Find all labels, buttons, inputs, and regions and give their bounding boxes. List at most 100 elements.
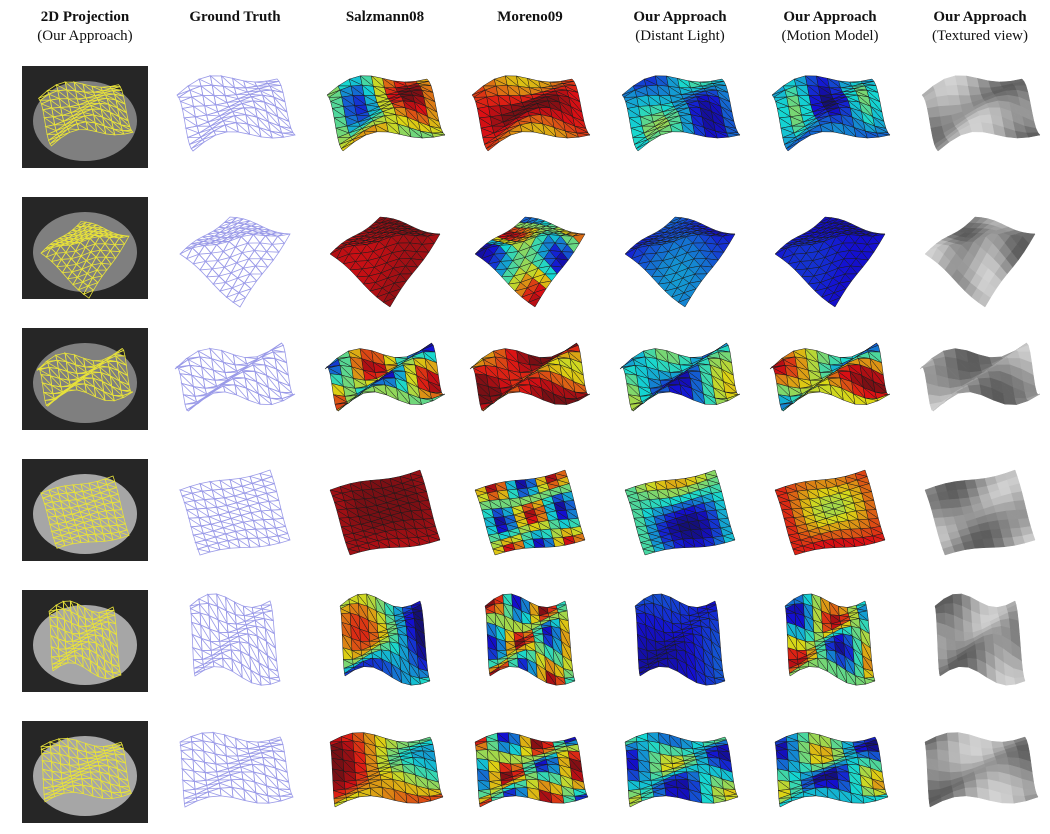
mesh-triangle — [635, 141, 650, 152]
mesh-cell — [196, 236, 211, 242]
mesh-cell — [201, 130, 217, 143]
mesh-cell — [274, 525, 289, 537]
result-image — [471, 75, 591, 152]
result-image — [774, 469, 886, 556]
result-image — [176, 74, 296, 152]
mesh-triangle — [505, 391, 521, 394]
mesh-cell — [231, 77, 247, 89]
column-title: Our Approach — [933, 9, 1027, 25]
mesh-triangle — [508, 130, 523, 136]
mesh-cell — [249, 265, 263, 282]
result-image — [22, 328, 148, 430]
mesh-cell — [242, 258, 257, 275]
mesh-triangle — [955, 391, 971, 394]
mesh-cell — [276, 533, 291, 544]
mesh-triangle — [497, 134, 511, 143]
mesh-cell — [222, 240, 237, 259]
mesh-cell — [230, 262, 244, 279]
mesh-triangle — [564, 130, 579, 139]
mesh-triangle — [808, 130, 823, 136]
mesh-triangle — [681, 121, 696, 135]
mesh-cell — [238, 640, 251, 657]
mesh-cell — [207, 115, 223, 127]
mesh-triangle — [576, 132, 591, 138]
mesh-cell — [211, 259, 225, 277]
column-subtitle: (Textured view) — [932, 28, 1028, 44]
column-subtitle: (Distant Light) — [635, 28, 725, 44]
mesh-triangle — [397, 123, 412, 138]
mesh-cell — [218, 266, 232, 284]
column-title: Our Approach — [633, 9, 727, 25]
result-image — [624, 469, 736, 556]
result-image — [621, 75, 741, 152]
mesh-cell — [216, 250, 231, 268]
mesh-cell — [243, 273, 258, 290]
mesh-cell — [222, 384, 238, 396]
mesh-cell — [269, 397, 285, 406]
mesh-triangle — [958, 130, 973, 136]
mesh-cell — [229, 246, 243, 264]
mesh-cell — [276, 232, 291, 245]
column-subtitle: (Motion Model) — [781, 28, 878, 44]
mesh-cell — [204, 252, 219, 270]
mesh-cell — [199, 260, 213, 278]
mesh-cell — [205, 268, 220, 285]
mesh-triangle — [948, 666, 959, 671]
mesh-triangle — [360, 391, 376, 394]
mesh-triangle — [658, 130, 673, 136]
mesh-cell — [192, 253, 207, 271]
result-image — [178, 469, 291, 556]
mesh-triangle — [726, 132, 741, 138]
mesh-cell — [254, 257, 269, 275]
mesh-cell — [265, 491, 280, 502]
mesh-cell — [221, 115, 237, 126]
result-image — [484, 593, 576, 686]
mesh-triangle — [655, 391, 671, 394]
mesh-cell — [239, 650, 252, 671]
result-image — [22, 66, 148, 168]
mesh-cell — [259, 235, 273, 253]
mesh-triangle — [353, 666, 364, 671]
result-image — [474, 216, 586, 308]
mesh-triangle — [932, 78, 947, 87]
result-image — [919, 342, 1041, 412]
mesh-cell — [247, 249, 262, 267]
result-image — [619, 342, 741, 412]
mesh-cell — [281, 132, 296, 138]
mesh-cell — [280, 393, 296, 402]
result-image — [189, 593, 281, 686]
mesh-triangle — [553, 126, 569, 139]
mesh-triangle — [692, 123, 707, 138]
result-image — [784, 593, 876, 686]
mesh-cell — [198, 244, 212, 263]
mesh-triangle — [648, 666, 659, 671]
mesh-cell — [231, 277, 245, 294]
mesh-triangle — [714, 130, 729, 139]
mesh-triangle — [485, 141, 500, 152]
mesh-triangle — [703, 126, 719, 139]
mesh-cell — [219, 281, 233, 298]
mesh-cell — [235, 251, 250, 269]
mesh-cell — [212, 275, 227, 292]
mesh-cell — [260, 251, 274, 268]
mesh-cell — [231, 658, 243, 679]
result-image — [624, 216, 736, 308]
mesh-cell — [253, 242, 268, 260]
result-image — [174, 342, 296, 412]
column-title: 2D Projection — [41, 9, 130, 25]
mesh-cell — [275, 105, 290, 123]
column-subtitle: (Our Approach) — [37, 28, 132, 44]
column-title: Ground Truth — [189, 9, 281, 25]
mesh-triangle — [386, 121, 401, 135]
mesh-cell — [234, 236, 249, 254]
mesh-triangle — [647, 134, 661, 143]
result-image — [22, 459, 148, 561]
column-title: Our Approach — [783, 9, 877, 25]
mesh-cell — [220, 649, 233, 660]
result-image — [469, 342, 591, 412]
result-image — [22, 197, 148, 299]
photo-surface — [33, 81, 137, 161]
result-image — [329, 216, 441, 308]
mesh-cell — [181, 105, 196, 119]
